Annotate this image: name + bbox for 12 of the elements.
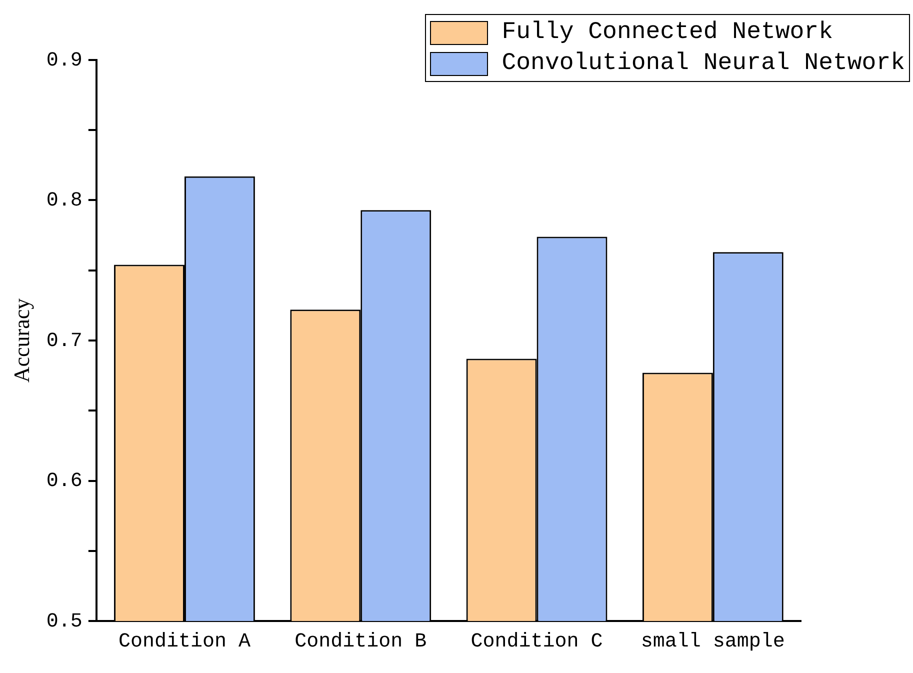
- y-axis-title: Accuracy: [8, 298, 34, 383]
- x-tick-label: Condition C: [470, 630, 603, 654]
- y-tick-label: 0.7: [46, 330, 82, 353]
- x-tick-label: small sample: [640, 630, 785, 654]
- x-tick-label: Condition A: [118, 630, 250, 654]
- x-tick-label: Condition B: [294, 630, 427, 654]
- y-tick-label: 0.6: [46, 470, 82, 494]
- y-tick-label: 0.8: [46, 190, 82, 213]
- y-tick-label: 0.9: [46, 49, 82, 72]
- y-tick-label: 0.5: [46, 610, 82, 634]
- legend-label: Convolutional Neural Network: [502, 50, 905, 77]
- legend-label: Fully Connected Network: [502, 19, 833, 46]
